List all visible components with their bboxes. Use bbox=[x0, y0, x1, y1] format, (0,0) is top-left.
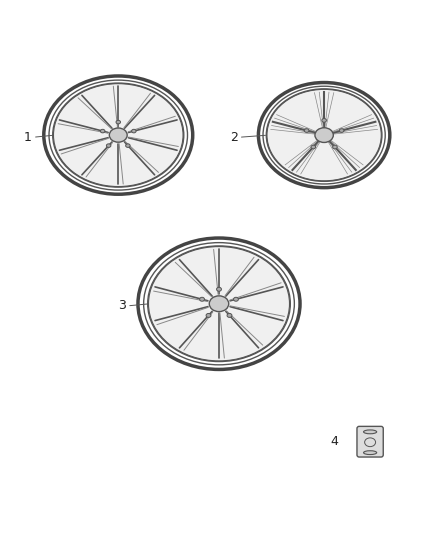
Ellipse shape bbox=[304, 128, 309, 132]
Ellipse shape bbox=[209, 296, 229, 312]
Ellipse shape bbox=[332, 145, 337, 149]
Ellipse shape bbox=[267, 90, 381, 181]
Ellipse shape bbox=[126, 144, 130, 148]
Ellipse shape bbox=[110, 128, 127, 142]
Ellipse shape bbox=[233, 297, 238, 301]
Ellipse shape bbox=[322, 118, 326, 122]
Ellipse shape bbox=[148, 247, 290, 361]
Text: 3: 3 bbox=[118, 300, 126, 312]
Ellipse shape bbox=[216, 287, 222, 291]
Ellipse shape bbox=[339, 128, 344, 132]
Ellipse shape bbox=[364, 451, 377, 455]
Ellipse shape bbox=[53, 84, 183, 187]
Text: 1: 1 bbox=[24, 131, 32, 144]
Text: 2: 2 bbox=[230, 131, 238, 144]
FancyBboxPatch shape bbox=[357, 426, 383, 457]
Text: 4: 4 bbox=[331, 435, 339, 448]
Ellipse shape bbox=[131, 130, 136, 133]
Ellipse shape bbox=[206, 313, 211, 317]
Ellipse shape bbox=[315, 128, 333, 142]
Ellipse shape bbox=[106, 144, 111, 148]
Ellipse shape bbox=[227, 313, 232, 317]
Ellipse shape bbox=[364, 430, 377, 434]
Ellipse shape bbox=[100, 130, 105, 133]
Ellipse shape bbox=[116, 120, 120, 124]
Ellipse shape bbox=[200, 297, 205, 301]
Ellipse shape bbox=[311, 145, 316, 149]
